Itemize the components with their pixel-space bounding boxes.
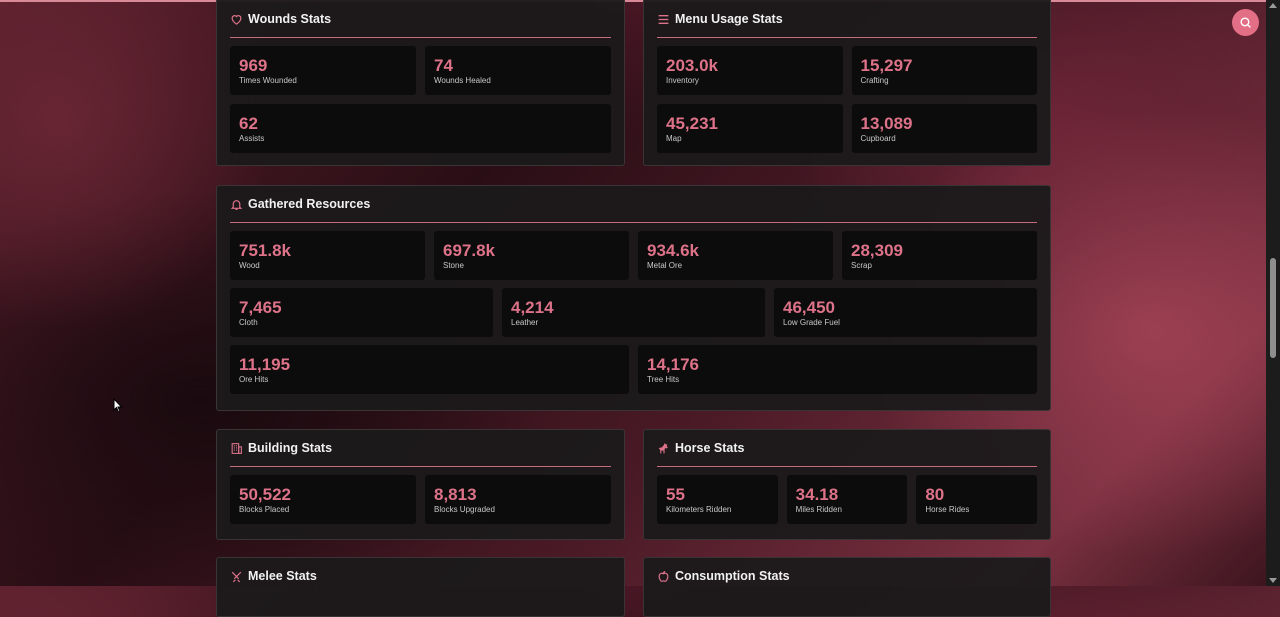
stat-card: 74 Wounds Healed [425, 46, 611, 95]
panel-header: Gathered Resources [230, 186, 1037, 223]
stat-card: 13,089 Cupboard [851, 104, 1037, 153]
stat-value: 15,297 [860, 56, 913, 75]
panel-header: Building Stats [230, 430, 611, 467]
panel-title: Wounds Stats [248, 12, 332, 26]
stat-label: Miles Ridden [795, 505, 842, 514]
stat-card: 697.8k Stone [434, 231, 629, 280]
stat-label: Wounds Healed [434, 76, 491, 85]
stat-card: 4,214 Leather [502, 288, 765, 337]
stat-value: 751.8k [239, 241, 291, 260]
stat-card: 751.8k Wood [230, 231, 425, 280]
stat-label: Kilometers Ridden [666, 505, 732, 514]
menu-lines-icon [658, 14, 669, 24]
swords-icon [231, 571, 242, 582]
stat-card: 34.18 Miles Ridden [786, 475, 908, 524]
stat-value: 80 [925, 485, 945, 504]
stat-card: 934.6k Metal Ore [638, 231, 833, 280]
stat-card: 62 Assists [230, 104, 611, 153]
melee-stats-panel: Melee Stats [216, 557, 625, 617]
stat-label: Ore Hits [239, 375, 269, 384]
stat-value: 969 [239, 56, 268, 75]
stat-label: Times Wounded [239, 76, 297, 85]
stat-label: Metal Ore [647, 261, 683, 270]
consumption-stats-panel: Consumption Stats [643, 557, 1051, 617]
stat-card: 28,309 Scrap [842, 231, 1037, 280]
stat-card: 55 Kilometers Ridden [657, 475, 778, 524]
stat-label: Crafting [860, 76, 889, 85]
stat-value: 203.0k [666, 56, 718, 75]
top-accent-line [0, 0, 1266, 2]
stat-value: 8,813 [434, 485, 477, 504]
panel-title: Gathered Resources [248, 197, 371, 211]
panel-header: Menu Usage Stats [657, 0, 1037, 38]
building-icon [231, 442, 242, 454]
stat-card: 15,297 Crafting [851, 46, 1037, 95]
stat-value: 74 [434, 56, 453, 75]
wounds-stats-panel: Wounds Stats 969 Times Wounded 74 Wounds H… [216, 0, 625, 166]
scroll-down-arrow[interactable] [1269, 578, 1277, 583]
apple-icon [658, 570, 669, 582]
stat-value: 934.6k [647, 241, 699, 260]
stat-card: 80 Horse Rides [916, 475, 1037, 524]
stat-label: Cupboard [860, 134, 896, 143]
stat-label: Wood [239, 261, 260, 270]
stat-label: Stone [443, 261, 464, 270]
stat-card: 203.0k Inventory [657, 46, 843, 95]
stat-value: 697.8k [443, 241, 495, 260]
stat-label: Horse Rides [925, 505, 970, 514]
stat-label: Blocks Placed [239, 505, 290, 514]
stat-card: 969 Times Wounded [230, 46, 416, 95]
stat-card: 50,522 Blocks Placed [230, 475, 416, 524]
stat-label: Tree Hits [647, 375, 680, 384]
panel-title: Menu Usage Stats [675, 12, 783, 26]
stat-card: 7,465 Cloth [230, 288, 493, 337]
panel-title: Horse Stats [675, 441, 745, 455]
panel-header: Horse Stats [657, 430, 1037, 467]
stat-label: Leather [511, 318, 539, 327]
horse-stats-panel: Horse Stats 55 Kilometers Ridden 34.18 Mil… [643, 429, 1051, 540]
stat-card: 8,813 Blocks Upgraded [425, 475, 611, 524]
panel-header: Melee Stats [230, 558, 611, 594]
panel-title: Melee Stats [248, 569, 317, 583]
scroll-thumb[interactable] [1270, 258, 1276, 358]
stat-label: Map [666, 134, 682, 143]
scrollbar[interactable] [1266, 0, 1280, 586]
stat-value: 11,195 [239, 355, 291, 374]
mouse-cursor-icon [113, 398, 123, 413]
stat-card: 11,195 Ore Hits [230, 345, 629, 394]
stat-card: 14,176 Tree Hits [638, 345, 1037, 394]
horse-icon [658, 442, 668, 453]
menu-usage-stats-panel: Menu Usage Stats 203.0k Inventory 15,297 C… [643, 0, 1051, 166]
stat-label: Low Grade Fuel [783, 318, 840, 327]
stat-card: 45,231 Map [657, 104, 843, 153]
stat-value: 62 [239, 114, 258, 133]
stat-value: 45,231 [666, 114, 718, 133]
scroll-up-arrow[interactable] [1269, 3, 1277, 8]
search-button[interactable] [1232, 9, 1259, 36]
stat-label: Inventory [666, 76, 699, 85]
stat-label: Assists [239, 134, 265, 143]
search-icon [1240, 17, 1251, 28]
panel-header: Consumption Stats [657, 558, 1037, 594]
stat-label: Scrap [851, 261, 872, 270]
stat-value: 7,465 [239, 298, 282, 317]
stat-label: Cloth [239, 318, 258, 327]
stat-value: 4,214 [511, 298, 554, 317]
stat-value: 34.18 [795, 485, 839, 504]
building-stats-panel: Building Stats 50,522 Blocks Placed 8,813… [216, 429, 625, 540]
gathered-resources-panel: Gathered Resources 751.8k Wood 697.8k Ston… [216, 185, 1051, 411]
stat-value: 55 [666, 485, 685, 504]
stat-value: 13,089 [860, 114, 913, 133]
stat-card: 46,450 Low Grade Fuel [774, 288, 1037, 337]
panel-title: Building Stats [248, 441, 333, 455]
heart-icon [231, 14, 242, 25]
panel-header: Wounds Stats [230, 0, 611, 38]
stat-value: 14,176 [647, 355, 699, 374]
stat-value: 50,522 [239, 485, 291, 504]
bell-icon [230, 199, 243, 210]
stat-label: Blocks Upgraded [434, 505, 495, 514]
stat-value: 46,450 [783, 298, 835, 317]
stat-value: 28,309 [851, 241, 903, 260]
panel-title: Consumption Stats [675, 569, 790, 583]
